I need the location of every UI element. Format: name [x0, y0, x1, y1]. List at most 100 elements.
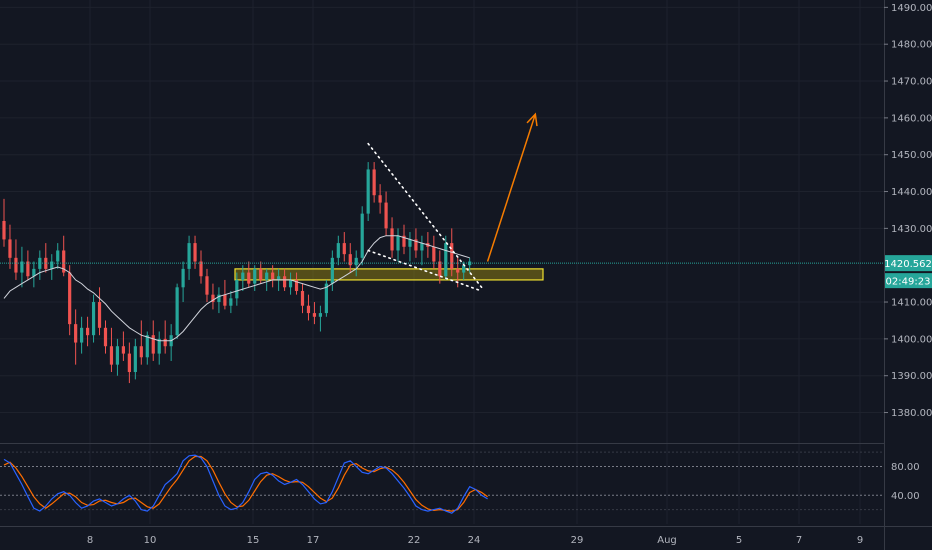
candle	[372, 162, 376, 203]
candle	[468, 257, 472, 273]
support-zone[interactable]	[234, 268, 544, 281]
time-tick-label: Aug	[657, 535, 677, 546]
candle	[288, 272, 293, 295]
candle-body	[109, 346, 114, 365]
candle-body	[175, 287, 179, 336]
candle-body	[181, 268, 185, 288]
candle	[193, 235, 197, 269]
candle-body	[44, 257, 48, 269]
candle	[235, 272, 239, 306]
countdown-tag-background	[885, 273, 932, 289]
candle	[151, 320, 155, 361]
candle	[420, 235, 424, 266]
oscillator-tick-label: 80.00	[891, 462, 920, 473]
candle-body	[217, 294, 221, 303]
candle-body	[235, 279, 239, 299]
candle-body	[38, 257, 42, 269]
time-tick-label: 17	[307, 535, 320, 546]
projection-arrow-shaft[interactable]	[486, 113, 537, 262]
price-tick-label: 1430.000	[891, 224, 932, 235]
stochastic-k-line	[3, 454, 488, 514]
candles	[2, 162, 472, 384]
price-tick-label: 1480.000	[891, 40, 932, 51]
candle-body	[438, 261, 442, 277]
candle-body	[265, 272, 269, 280]
candle	[324, 279, 328, 317]
candle-body	[85, 327, 90, 336]
candle	[20, 246, 24, 288]
candle-body	[384, 202, 388, 229]
price-tag-label: 1420.562	[884, 259, 932, 270]
price-tick-label: 1450.000	[891, 150, 932, 161]
candle-body	[211, 294, 215, 303]
candle-body	[229, 298, 233, 306]
candle-body	[121, 346, 125, 354]
candle	[80, 316, 84, 354]
candle-body	[115, 346, 120, 365]
candle-body	[32, 268, 36, 277]
drawings[interactable]	[367, 112, 538, 292]
candle-body	[91, 302, 96, 336]
candle-body	[259, 268, 263, 280]
candle-body	[223, 294, 227, 306]
candle	[2, 198, 6, 247]
support-zone-rect[interactable]	[234, 268, 544, 281]
price-tick-label: 1400.000	[891, 334, 932, 345]
projection-arrow-head[interactable]	[526, 112, 538, 127]
time-tick-label: 8	[87, 535, 93, 546]
candle-body	[247, 272, 251, 284]
time-axis[interactable]: 8 10 15 17 22 24 29 Aug 5 7 9	[87, 535, 863, 546]
price-tick-label: 1490.000	[891, 3, 932, 14]
candle	[103, 320, 108, 354]
candle-body	[444, 243, 448, 277]
candle	[163, 320, 167, 354]
wedge-lower-line[interactable]	[367, 249, 483, 292]
candle	[444, 235, 448, 280]
candle	[32, 261, 36, 288]
candle	[408, 232, 412, 262]
candle	[229, 290, 233, 314]
candle	[187, 235, 191, 280]
candle-body	[205, 276, 209, 295]
candle	[175, 283, 179, 339]
candle	[181, 261, 185, 303]
candle-body	[450, 243, 454, 269]
price-tick-label: 1410.000	[891, 298, 932, 309]
candle-body	[420, 243, 424, 251]
candle-body	[390, 228, 394, 251]
candle-body	[456, 268, 460, 273]
candle	[26, 250, 30, 280]
candle	[217, 287, 221, 314]
candle-body	[26, 261, 30, 277]
candle-body	[14, 257, 18, 273]
candle	[259, 261, 263, 284]
price-axis[interactable]: 1490.000 1480.000 1470.000 1460.000 1450.000…	[884, 3, 932, 419]
time-tick-label: 9	[857, 535, 863, 546]
candle-body	[324, 283, 328, 314]
candle-body	[50, 261, 54, 269]
price-tag-background	[885, 255, 932, 272]
candle-body	[402, 235, 406, 247]
candle	[312, 302, 317, 325]
candle	[378, 184, 382, 214]
candle-body	[468, 261, 472, 266]
candle-body	[360, 213, 364, 258]
candle-body	[97, 302, 102, 328]
candle	[199, 250, 203, 284]
candle-body	[56, 250, 60, 262]
time-tick-label: 7	[796, 535, 802, 546]
price-tick-label: 1380.000	[891, 408, 932, 419]
countdown-label: 02:49:23	[886, 277, 931, 288]
candle-body	[133, 346, 137, 373]
candle	[139, 320, 143, 365]
candle-body	[277, 276, 281, 280]
candle-body	[253, 268, 257, 284]
candle	[97, 287, 102, 336]
candle-body	[366, 169, 370, 214]
price-tick-label: 1470.000	[891, 77, 932, 88]
moving-average-line	[3, 235, 470, 342]
candle	[74, 309, 78, 365]
candle-body	[288, 279, 293, 288]
candle-body	[300, 290, 305, 306]
